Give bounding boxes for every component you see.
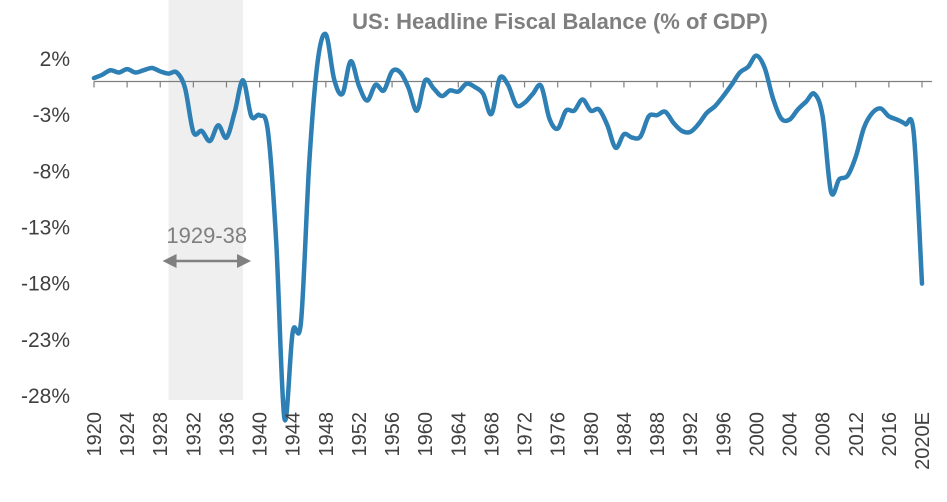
x-tick-label: 1988 (647, 412, 669, 457)
x-tick-label: 1972 (515, 412, 537, 457)
x-tick-label: 1928 (150, 412, 172, 457)
x-tick-label: 1980 (581, 412, 603, 457)
annotation-arrow-right-head (237, 254, 252, 268)
x-tick-label: 1964 (448, 412, 470, 457)
x-tick-label: 1996 (713, 412, 735, 457)
x-tick-label: 2012 (846, 412, 868, 457)
x-tick-label: 2008 (813, 412, 835, 457)
annotation-arrow-left-head (162, 254, 177, 268)
x-tick-label: 1940 (250, 412, 272, 457)
y-axis-tick-labels: 2% -3% -8% -13% -18% -23% -28% (21, 48, 70, 408)
x-tick-label: 1968 (481, 412, 503, 457)
x-tick-label: 1976 (548, 412, 570, 457)
x-tick-label: 2016 (879, 412, 901, 457)
fiscal-balance-series-line (91, 31, 925, 423)
y-tick-label: -8% (33, 160, 70, 183)
x-tick-label: 1960 (415, 412, 437, 457)
x-tick-label: 1924 (117, 412, 139, 457)
x-tick-label: 2020E (912, 412, 934, 470)
x-tick-label: 1948 (316, 412, 338, 457)
x-tick-label: 1952 (349, 412, 371, 457)
y-tick-label: -13% (21, 217, 70, 240)
y-tick-label: -23% (21, 329, 70, 352)
series-layer (91, 31, 925, 423)
x-axis-tick-labels: 1920 1924 1928 1932 1936 1940 1944 1948 1952 1956… (84, 412, 934, 470)
x-tick-label: 2004 (780, 412, 802, 457)
x-tick-label: 1920 (84, 412, 106, 457)
y-tick-label: -18% (21, 273, 70, 296)
x-tick-label: 1936 (216, 412, 238, 457)
x-tick-label: 1984 (614, 412, 636, 457)
y-tick-label: -3% (33, 104, 70, 127)
shaded-period-layer (168, 0, 244, 400)
x-tick-label: 1956 (382, 412, 404, 457)
x-tick-label: 1932 (183, 412, 205, 457)
x-tick-label: 1992 (680, 412, 702, 457)
y-tick-label: 2% (40, 48, 70, 71)
x-tick-label: 1944 (283, 412, 305, 457)
shaded-period-1929-1938 (168, 0, 244, 400)
chart-title: US: Headline Fiscal Balance (% of GDP) (352, 9, 768, 34)
annotation-layer: 1929-38 (162, 223, 252, 268)
period-annotation-label: 1929-38 (166, 223, 247, 248)
y-tick-label: -28% (21, 385, 70, 408)
x-tick-label: 2000 (746, 412, 768, 457)
